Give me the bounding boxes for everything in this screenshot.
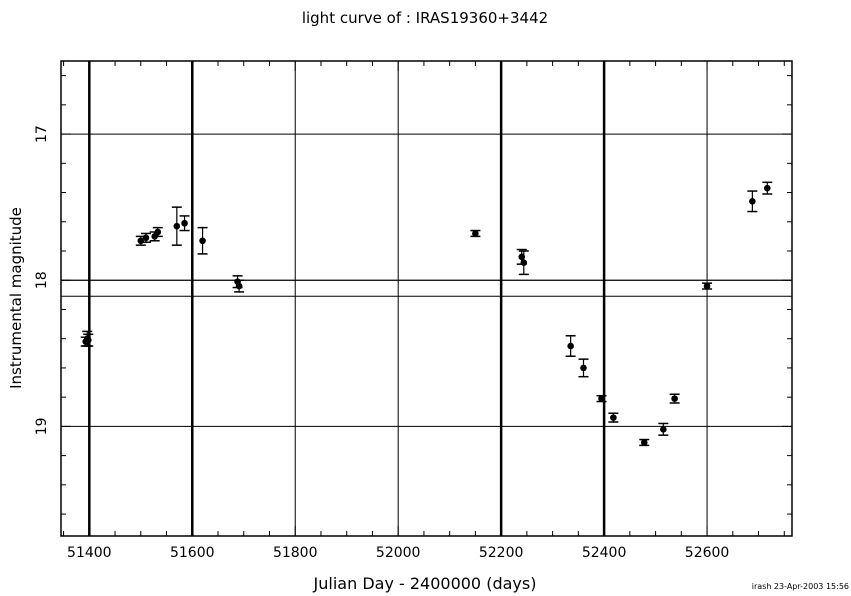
data-point <box>173 222 181 230</box>
data-point <box>580 364 587 372</box>
x-tick-label: 51800 <box>273 545 318 561</box>
y-tick-label: 17 <box>34 125 50 143</box>
x-tick-label: 52000 <box>376 545 421 561</box>
chart-title: light curve of : IRAS19360+3442 <box>302 9 548 27</box>
x-axis-label: Julian Day - 2400000 (days) <box>313 574 537 593</box>
data-point <box>671 395 678 402</box>
x-tick-label: 51400 <box>67 545 112 561</box>
footer-stamp: irash 23-Apr-2003 15:56 <box>752 582 849 591</box>
x-tick-label: 52200 <box>479 545 524 561</box>
data-point <box>472 230 479 237</box>
data-point <box>520 259 528 266</box>
data-point <box>235 282 243 290</box>
grid-lines <box>61 61 792 536</box>
data-point <box>142 234 150 242</box>
y-tick-label: 19 <box>34 417 50 435</box>
data-point <box>199 237 206 245</box>
data-point <box>154 228 162 236</box>
x-tick-label: 51600 <box>170 545 215 561</box>
x-tick-label: 52400 <box>582 545 627 561</box>
y-axis-label: Instrumental magnitude <box>7 207 25 389</box>
data-point <box>181 219 188 227</box>
data-point <box>749 198 756 205</box>
y-tick-label: 18 <box>34 271 50 289</box>
data-point <box>763 184 771 192</box>
x-tick-label: 52600 <box>685 545 730 561</box>
data-point <box>640 439 648 446</box>
data-point <box>567 342 574 350</box>
data-point <box>84 336 92 344</box>
data-points <box>80 181 773 447</box>
data-point <box>703 282 711 290</box>
data-point <box>598 395 605 402</box>
data-point <box>610 414 617 421</box>
plot-frame <box>60 60 793 537</box>
axes: 51400 51600 51800 52000 52200 52400 52600 17 18 1… <box>34 61 792 561</box>
data-point <box>660 426 667 433</box>
